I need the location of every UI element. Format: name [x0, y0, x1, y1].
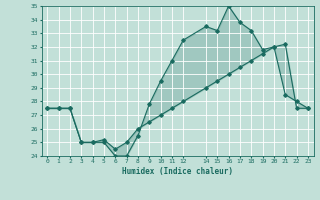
X-axis label: Humidex (Indice chaleur): Humidex (Indice chaleur): [122, 167, 233, 176]
